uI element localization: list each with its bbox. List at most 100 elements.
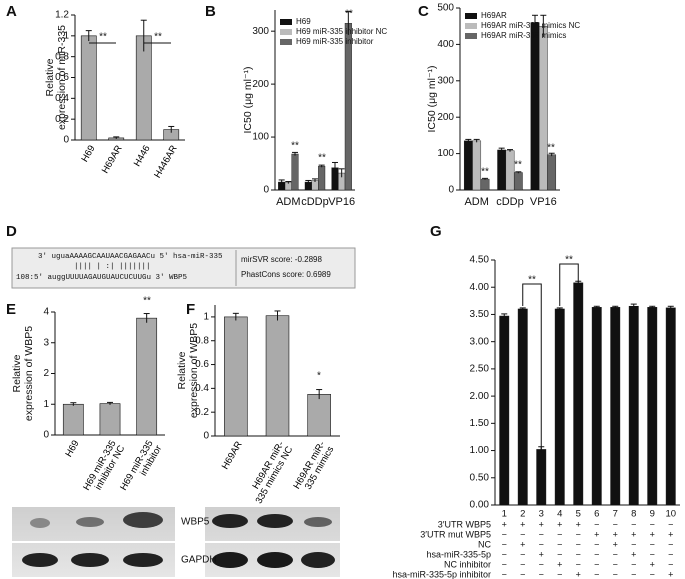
cell-mark: − [668, 559, 673, 569]
x-tick-label: cDDp [496, 196, 524, 208]
cell-mark: − [631, 539, 636, 549]
x-tick-label: 5 [576, 509, 581, 520]
cell-mark: − [502, 569, 507, 579]
bar [307, 394, 331, 437]
cell-mark: + [557, 519, 562, 529]
cell-mark: − [520, 529, 525, 539]
y-tick-label: 0.4 [55, 93, 69, 104]
y-tick-label: 2.50 [470, 364, 490, 375]
y-axis-label: expression of WBP5 [188, 323, 200, 418]
row-label: hsa-miR-335-5p inhibitor [392, 569, 491, 579]
y-axis-label: expression of miR-335 [56, 25, 68, 130]
x-tick-label: 2 [520, 509, 525, 520]
x-tick-label: 1 [502, 509, 507, 520]
y-tick-label: 3 [43, 337, 49, 348]
bracket [522, 283, 542, 450]
annotation: ** [154, 32, 162, 43]
sequence: 3' uguaAAAAGCAAUAACGAGAACu 5' hsa-miR-33… [38, 253, 223, 261]
panel-label: A [6, 3, 17, 20]
bar [628, 305, 639, 506]
y-tick-label: 1 [203, 312, 209, 323]
cell-mark: − [613, 569, 618, 579]
y-tick-label: 100 [437, 148, 454, 159]
y-tick-label: 4.00 [470, 282, 490, 293]
cell-mark: − [613, 519, 618, 529]
legend-swatch [465, 23, 477, 29]
annotation: ** [318, 153, 326, 164]
bar [284, 182, 292, 191]
panel-label: F [186, 301, 195, 318]
cell-mark: − [576, 559, 581, 569]
row-label: NC [478, 539, 491, 549]
y-tick-label: 4 [43, 307, 49, 318]
cell-mark: + [539, 549, 544, 559]
score: mirSVR score: -0.2898 [241, 255, 322, 264]
bar [463, 140, 473, 191]
legend-label: H69AR [481, 11, 507, 20]
panel-label: C [418, 3, 429, 20]
row-label: 3′UTR WBP5 [438, 519, 491, 529]
bar [536, 449, 547, 506]
legend-swatch [465, 13, 477, 19]
y-axis-label: Relative [176, 351, 188, 389]
cell-mark: − [557, 549, 562, 559]
bar [472, 140, 482, 191]
annotation: ** [143, 296, 151, 307]
panel-label: G [430, 223, 442, 240]
legend-label: H69 miR-335 inhibitor [296, 37, 374, 46]
bar [344, 23, 352, 191]
y-tick-label: 0.50 [470, 472, 490, 483]
cell-mark: + [668, 529, 673, 539]
y-tick-label: 1.2 [55, 10, 69, 21]
bar [554, 308, 565, 506]
y-tick-label: 200 [252, 79, 269, 90]
cell-mark: + [576, 569, 581, 579]
bar [499, 315, 510, 506]
bar [80, 35, 97, 141]
cell-mark: − [668, 549, 673, 559]
cell-mark: − [539, 539, 544, 549]
cell-mark: − [650, 539, 655, 549]
cell-mark: − [557, 569, 562, 579]
y-tick-label: 1.00 [470, 445, 490, 456]
bar [513, 172, 523, 191]
cell-mark: − [594, 519, 599, 529]
y-tick-label: 0.8 [55, 51, 69, 62]
x-tick-label: 7 [613, 509, 618, 520]
x-tick-label: cDDp [301, 196, 329, 208]
cell-mark: − [539, 529, 544, 539]
y-tick-label: 500 [437, 3, 454, 14]
cell-mark: − [557, 539, 562, 549]
cell-mark: − [520, 559, 525, 569]
blot [12, 507, 175, 577]
cell-mark: − [502, 529, 507, 539]
cell-mark: − [613, 559, 618, 569]
bar [547, 154, 557, 191]
bar [291, 153, 299, 191]
bracket [559, 263, 579, 306]
y-axis-label: Relative [44, 58, 56, 96]
cell-mark: − [631, 569, 636, 579]
cell-mark: − [539, 559, 544, 569]
y-tick-label: 3.50 [470, 309, 490, 320]
pairing: |||| | :| ||||||| [74, 263, 151, 271]
y-tick-label: 0 [263, 185, 269, 196]
cell-mark: − [631, 559, 636, 569]
y-axis-label: IC50 (μg ml⁻¹) [242, 66, 254, 133]
bar [573, 282, 584, 506]
cell-mark: + [631, 549, 636, 559]
cell-mark: − [594, 559, 599, 569]
y-tick-label: 0.2 [55, 114, 69, 125]
bar [647, 307, 658, 506]
score: PhastCons score: 0.6989 [241, 270, 331, 279]
cell-mark: + [502, 519, 507, 529]
y-tick-label: 1 [43, 399, 49, 410]
bar [538, 26, 548, 191]
y-axis-label: Relative [11, 354, 23, 392]
blot-label: GAPDH [181, 555, 217, 566]
y-axis-label: expression of WBP5 [23, 326, 35, 421]
cell-mark: − [594, 549, 599, 559]
cell-mark: − [594, 539, 599, 549]
cell-mark: − [668, 519, 673, 529]
annotation: ** [345, 9, 353, 20]
